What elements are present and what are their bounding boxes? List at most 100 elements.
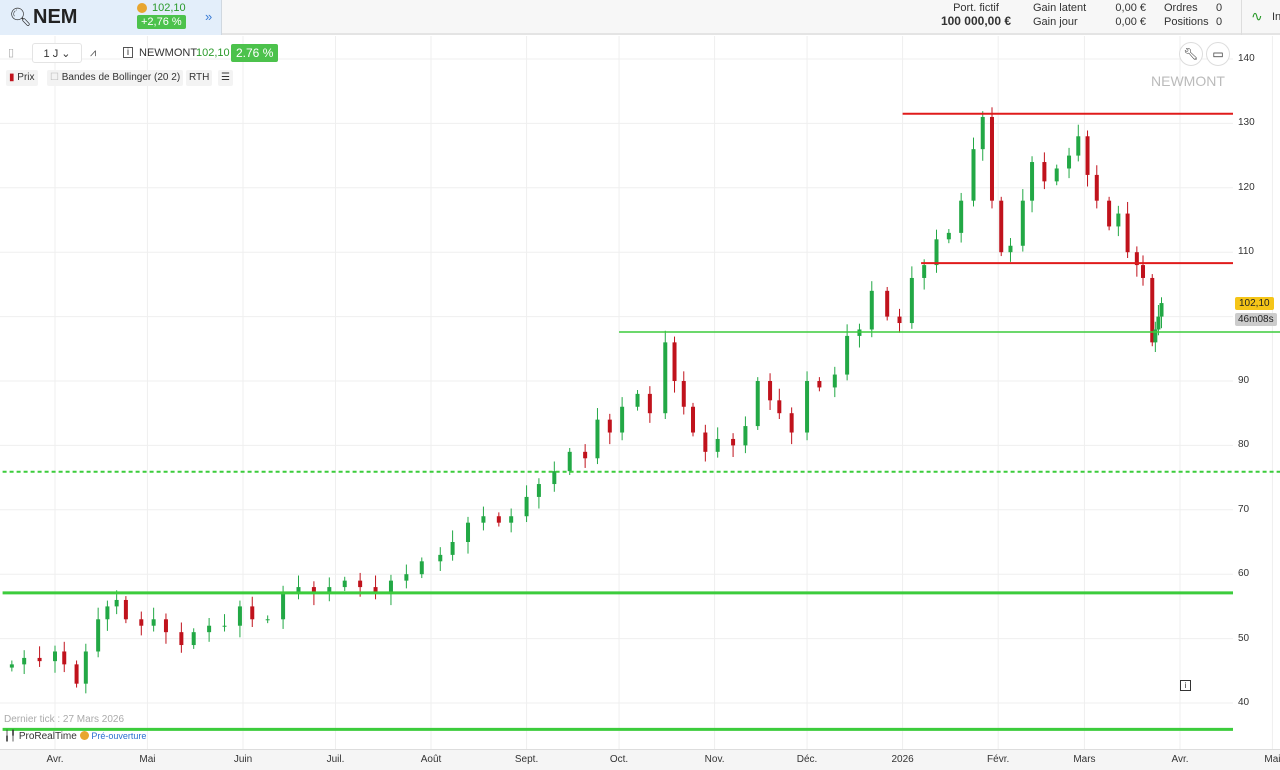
candle-body — [342, 580, 347, 588]
candle-body — [999, 200, 1004, 253]
x-tick-label: Août — [420, 754, 442, 765]
x-tick-label: Avr. — [46, 754, 64, 765]
portfolio-label: Port. fictif — [953, 2, 999, 14]
candle-body — [311, 587, 316, 594]
candle-body — [419, 561, 424, 575]
orders-values: 0 0 — [1216, 2, 1222, 28]
candle-body — [647, 393, 652, 414]
symbol-price: 102,10 — [152, 2, 186, 14]
list-icon[interactable]: ☰ — [218, 70, 233, 86]
candle-body — [1156, 316, 1161, 330]
x-axis[interactable]: Avr. Mai Juin Juil. Août Sept. Oct. Nov. Déc. 202… — [0, 749, 1280, 770]
candle-body — [37, 657, 42, 662]
candle-body — [114, 599, 119, 607]
candle-body — [179, 632, 184, 646]
candle-body — [1116, 213, 1121, 227]
wrench-icon[interactable]: 🔧︎ — [1179, 42, 1203, 66]
candle-body — [897, 316, 902, 324]
y-tick-label: 50 — [1238, 632, 1250, 644]
candle-body — [358, 580, 363, 588]
indicators-label: In — [1272, 11, 1280, 23]
candle-body — [980, 116, 985, 150]
window-icon[interactable]: ▭ — [1206, 42, 1230, 66]
candle-body — [237, 606, 242, 626]
candle-body — [755, 381, 760, 427]
lock-icon[interactable]: ▯ — [8, 47, 15, 59]
candle-body — [53, 651, 57, 662]
candle-body — [583, 451, 588, 459]
price-color-icon: ▮ — [9, 72, 15, 83]
y-tick-label: 120 — [1238, 181, 1255, 193]
candle-body — [404, 574, 409, 581]
info-icon[interactable]: i — [1180, 680, 1191, 691]
candle-body — [373, 587, 378, 594]
candle-body — [922, 265, 927, 278]
orders-labels: Ordres Positions — [1164, 2, 1209, 28]
candle-body — [265, 619, 270, 621]
candle-body — [1054, 168, 1059, 182]
y-tick-label: 40 — [1238, 697, 1250, 708]
watermark: NEWMONT — [1151, 73, 1225, 89]
candle-body — [743, 426, 748, 446]
portfolio-value: 100 000,00 € — [940, 14, 1012, 28]
legend-bollinger[interactable]: ☐ Bandes de Bollinger (20 2) — [47, 70, 184, 86]
candle-body — [1008, 245, 1013, 253]
candle-body — [768, 381, 773, 401]
gain-latent-label: Gain latent — [1033, 2, 1087, 14]
x-tick-label: Oct. — [609, 754, 629, 765]
candle-body — [1067, 155, 1072, 169]
y-tick-label: 110 — [1238, 246, 1254, 258]
x-tick-label: Déc. — [796, 754, 818, 765]
positions-label: Positions — [1164, 16, 1209, 28]
x-tick-label: Mars — [1073, 754, 1096, 765]
x-tick-label: Sept. — [514, 754, 539, 765]
y-tick-label: 140 — [1238, 53, 1255, 64]
candle-body — [789, 413, 794, 433]
checkbox-icon[interactable]: ☐ — [50, 72, 59, 83]
search-icon[interactable]: 🔍︎ — [9, 7, 32, 27]
gain-labels: Gain latent Gain jour — [1033, 2, 1086, 28]
candle-body — [1125, 213, 1130, 253]
gain-jour-value: 0,00 € — [1115, 16, 1146, 28]
y-tick-label: 90 — [1238, 375, 1250, 386]
candle-body — [1076, 136, 1081, 156]
current-price-tag: 102,10 — [1235, 297, 1274, 310]
ordres-label: Ordres — [1164, 2, 1198, 14]
market-status[interactable]: Pré-ouverture — [91, 731, 147, 741]
candle-body — [450, 542, 455, 555]
candle-body — [191, 632, 196, 646]
top-bar: 🔍︎ NEM 102,10 +2,76 % » Port. fictif 100… — [0, 0, 1280, 35]
x-tick-label: Avr. — [1171, 754, 1189, 765]
indicators-button[interactable]: ∿ In — [1241, 0, 1280, 35]
y-tick-label: 60 — [1238, 568, 1250, 580]
gain-jour-label: Gain jour — [1033, 16, 1078, 28]
candle-body — [777, 400, 782, 414]
candle-body — [885, 290, 890, 317]
legend-prix[interactable]: ▮ Prix — [6, 70, 38, 86]
instrument-change-badge: 2.76 % — [231, 44, 279, 62]
expand-icon[interactable]: » — [205, 9, 213, 24]
info-icon[interactable]: i — [123, 47, 133, 58]
y-tick-label: 70 — [1238, 503, 1250, 515]
x-tick-label: Mai — [1264, 754, 1280, 765]
y-tick-label: 80 — [1238, 439, 1250, 451]
rth-toggle[interactable]: RTH — [186, 70, 213, 86]
pre-market-icon — [79, 731, 89, 740]
candle-body — [817, 381, 822, 388]
candle-body — [123, 599, 128, 620]
candle-body — [438, 554, 443, 562]
candle-body — [1159, 303, 1164, 317]
chart-type-icon[interactable]: ⩘ — [90, 47, 97, 59]
candle-body — [946, 232, 951, 240]
candle-body — [832, 374, 837, 388]
symbol-box[interactable]: 🔍︎ NEM 102,10 +2,76 % » — [0, 0, 222, 35]
candle-body — [731, 438, 736, 446]
gain-latent-value: 0,00 € — [1115, 2, 1146, 14]
candle-body — [567, 451, 572, 472]
interval-select[interactable]: 1 J ⌄ — [32, 43, 82, 63]
candle-body — [552, 471, 557, 485]
candle-body — [971, 149, 976, 201]
positions-value: 0 — [1216, 16, 1223, 28]
candle-body — [83, 651, 88, 684]
